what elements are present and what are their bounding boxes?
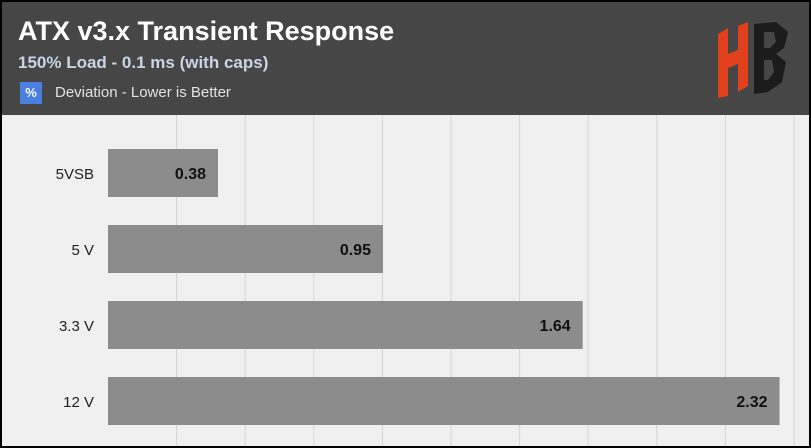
legend-label: Deviation - Lower is Better (55, 84, 231, 101)
bar-value-label: 0.38 (175, 166, 206, 183)
bar-5v (108, 225, 383, 273)
bar-12v (108, 377, 780, 425)
category-label: 5VSB (56, 166, 94, 183)
bar-value-label: 2.32 (736, 394, 767, 411)
bar-chart: 0.38 5VSB 0.95 5 V 1.64 3.3 V 2.32 12 V (2, 115, 809, 446)
category-label: 3.3 V (59, 318, 94, 335)
bar-value-label: 1.64 (540, 318, 571, 335)
chart-subtitle: 150% Load - 0.1 ms (with caps) (18, 53, 269, 72)
chart-header: ATX v3.x Transient Response 150% Load - … (2, 2, 809, 115)
bar-3.3v (108, 301, 583, 349)
bar-series: 0.38 5VSB 0.95 5 V 1.64 3.3 V 2.32 12 V (56, 149, 780, 425)
bar-value-label: 0.95 (340, 242, 371, 259)
bar-5vsb (108, 149, 218, 197)
category-label: 12 V (63, 394, 94, 411)
percent-icon: % (20, 82, 42, 104)
chart-title: ATX v3.x Transient Response (18, 16, 395, 46)
category-label: 5 V (71, 242, 94, 259)
hb-logo-icon (718, 22, 788, 98)
